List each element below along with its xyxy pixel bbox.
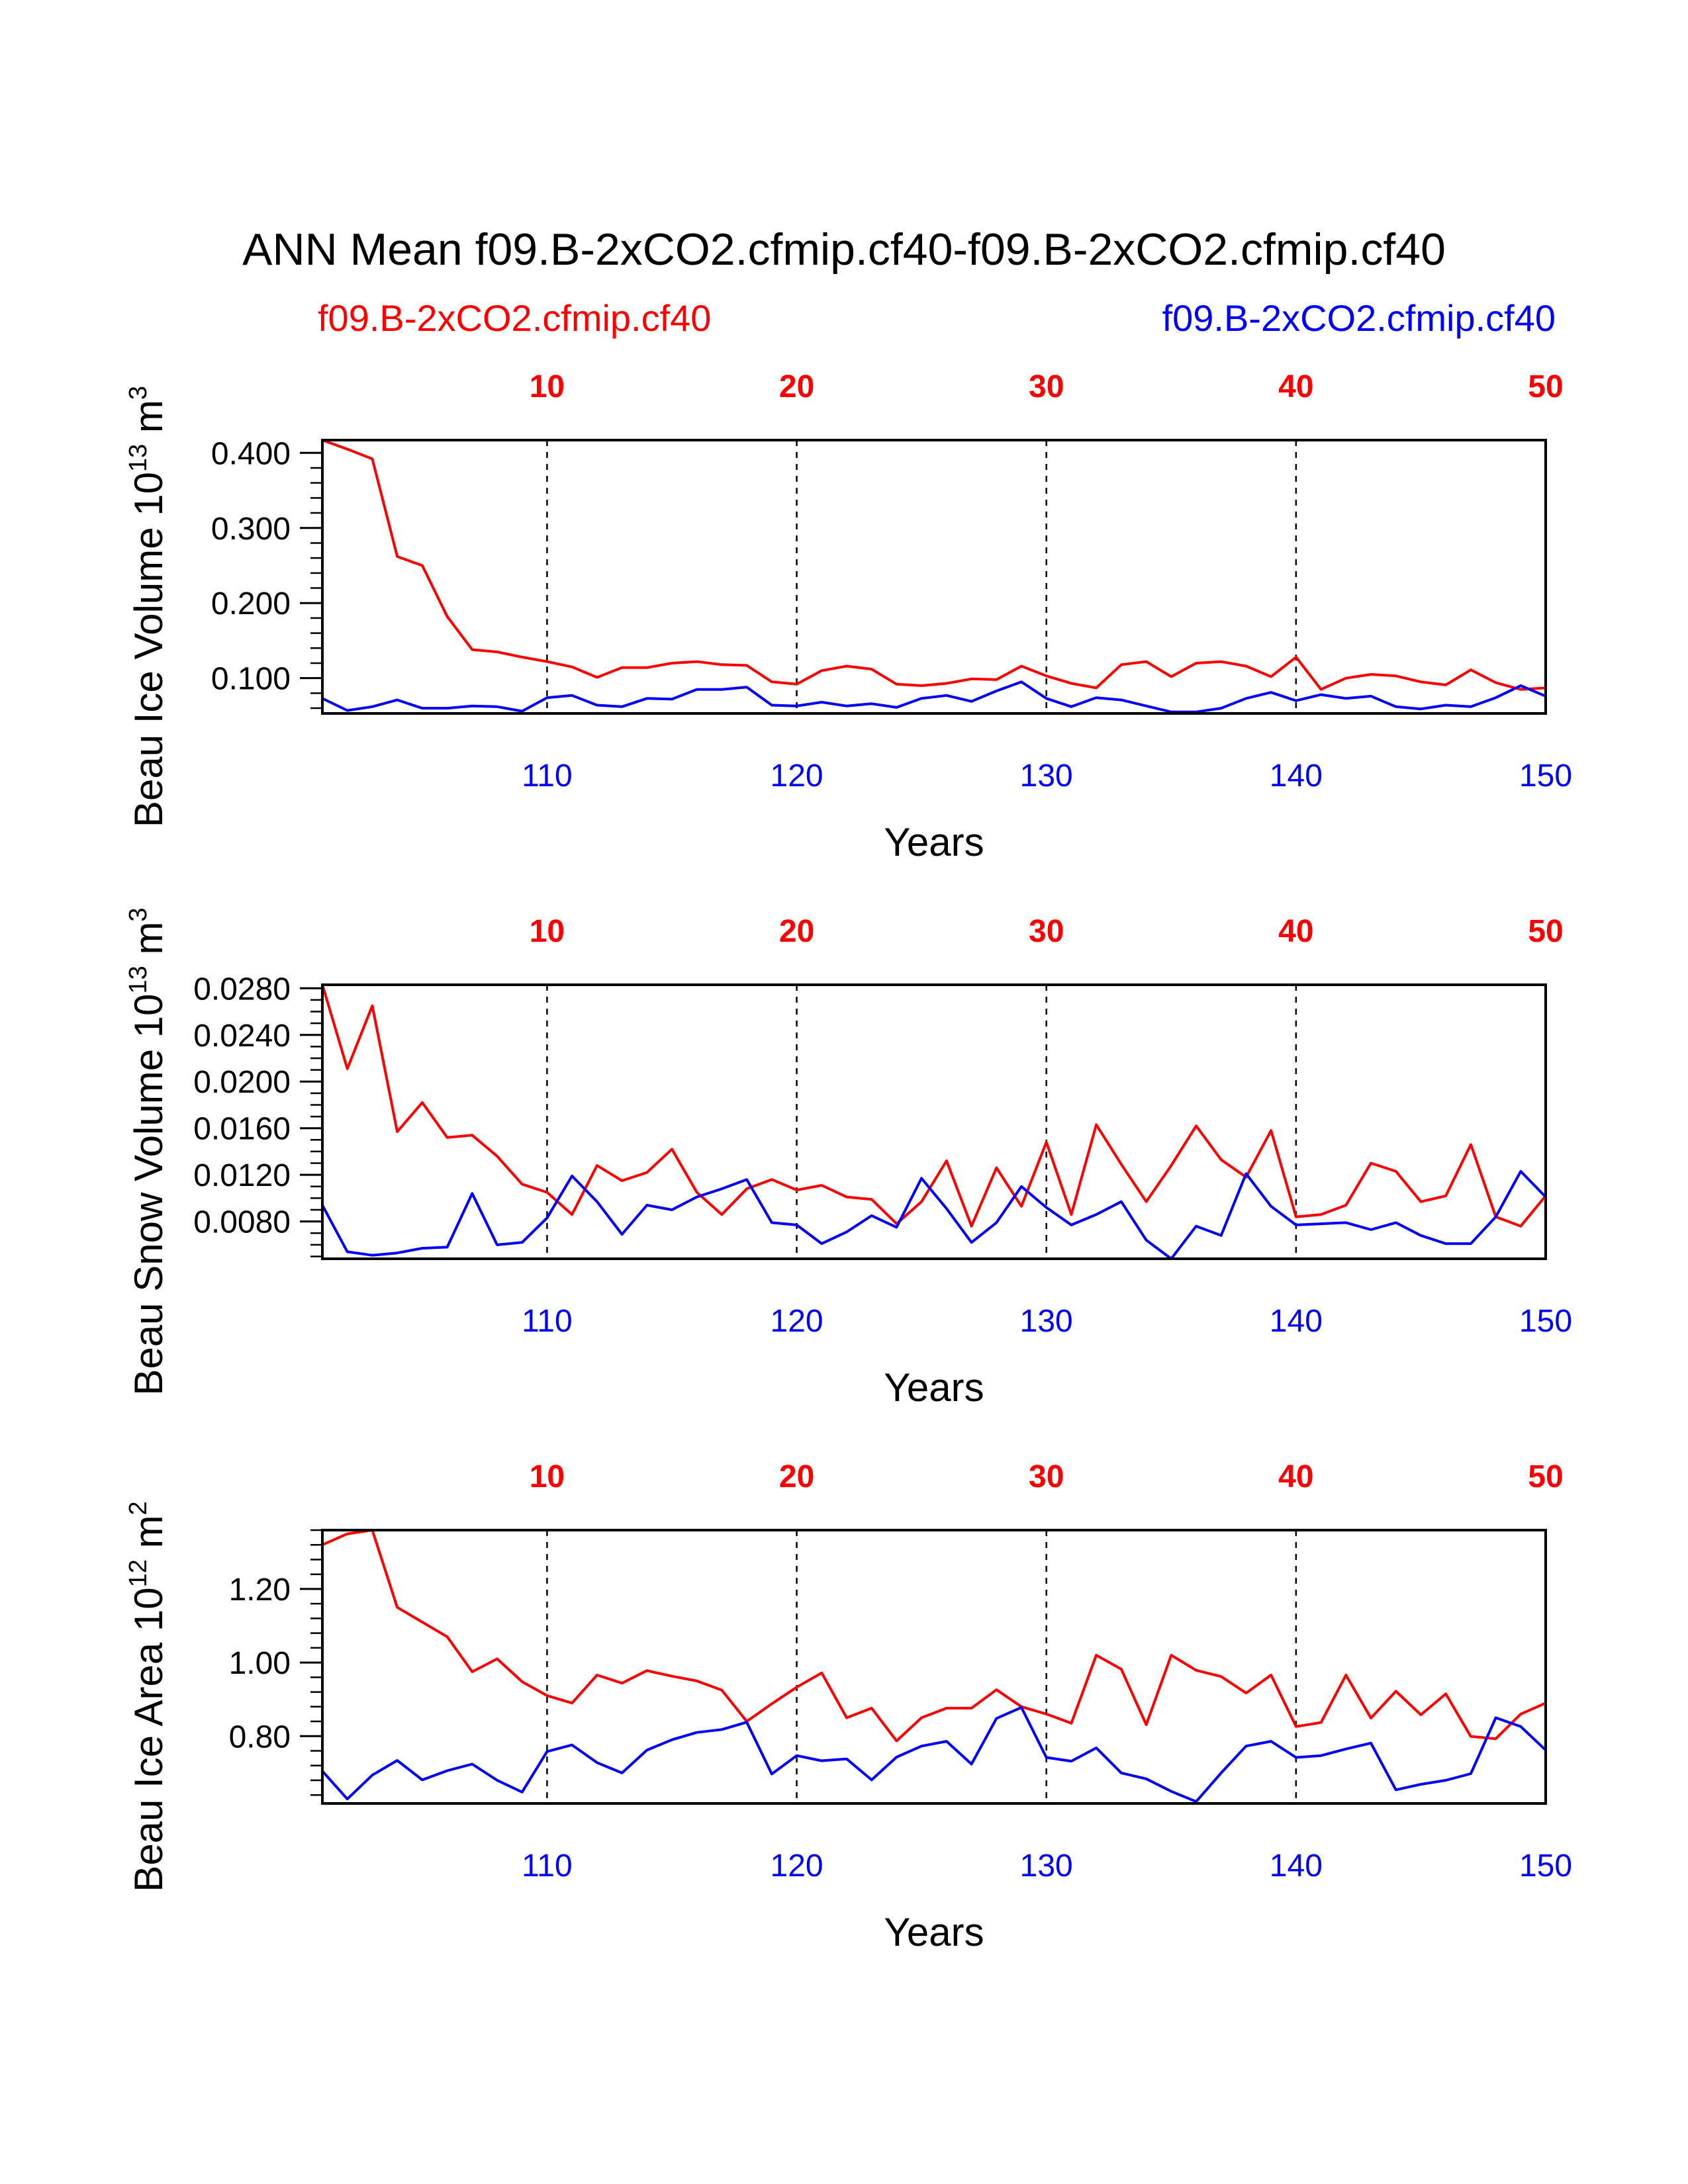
y-tick-label: 0.300 <box>211 512 291 547</box>
x-bottom-tick-label: 120 <box>771 758 823 794</box>
x-bottom-tick-label: 120 <box>771 1848 823 1884</box>
y-tick-label: 1.20 <box>229 1572 291 1608</box>
y-tick-label: 0.400 <box>211 436 291 471</box>
x-bottom-tick-label: 110 <box>522 758 573 794</box>
x-bottom-tick-label: 130 <box>1020 1848 1073 1884</box>
x-top-tick-label: 40 <box>1278 369 1313 404</box>
y-tick-label: 0.0240 <box>193 1019 291 1054</box>
plot-frame <box>321 983 1547 1260</box>
y-title-unit-exp: 2 <box>124 1501 152 1515</box>
y-title-main: Beau Snow Volume 10 <box>126 993 171 1395</box>
y-title-exp: 12 <box>124 1559 152 1587</box>
x-top-tick-label: 50 <box>1528 369 1563 404</box>
series-line-blue-snow-volume <box>322 1169 1546 1259</box>
x-bottom-tick-label: 150 <box>1519 1848 1572 1884</box>
x-top-tick-label: 30 <box>1029 369 1064 404</box>
x-top-tick-label: 30 <box>1029 914 1064 949</box>
y-tick-label: 0.100 <box>211 662 291 697</box>
x-top-tick-label: 40 <box>1278 914 1313 949</box>
x-axis-title: Years <box>884 1365 984 1410</box>
x-bottom-tick-label: 140 <box>1270 1848 1323 1884</box>
x-bottom-tick-label: 130 <box>1020 1304 1073 1339</box>
y-title-main: Beau Ice Area 10 <box>126 1587 171 1891</box>
x-bottom-tick-label: 140 <box>1270 758 1323 794</box>
y-title-exp: 13 <box>124 966 152 993</box>
x-top-tick-label: 50 <box>1528 914 1563 949</box>
legend-blue: f09.B-2xCO2.cfmip.cf40 <box>1162 297 1556 339</box>
x-bottom-tick-label: 150 <box>1519 1304 1572 1339</box>
panel-ice-volume: 0.100 0.200 0.300 0.400 10 20 30 40 50 110 120 130 1… <box>124 369 1572 864</box>
x-bottom-tick-label: 120 <box>771 1304 823 1339</box>
y-title-exp: 13 <box>124 444 152 472</box>
x-top-tick-label: 40 <box>1278 1459 1313 1494</box>
x-bottom-tick-label: 110 <box>522 1304 573 1339</box>
x-axis-title: Years <box>884 1910 984 1954</box>
series-line-red-snow-volume <box>322 985 1546 1228</box>
y-tick-label: 0.0280 <box>193 972 291 1007</box>
x-top-tick-label: 30 <box>1029 1459 1064 1494</box>
x-top-tick-label: 20 <box>779 1459 814 1494</box>
series-line-blue-ice-volume <box>322 680 1546 713</box>
x-top-tick-label: 20 <box>779 369 814 404</box>
x-top-tick-label: 10 <box>530 914 565 949</box>
y-title-unit: m <box>126 922 171 966</box>
panel-snow-volume: 0.0080 0.0120 0.0160 0.0200 0.0240 0.0280 10 20… <box>124 907 1572 1410</box>
figure-title: ANN Mean f09.B-2xCO2.cfmip.cf40-f09.B-2x… <box>242 224 1446 275</box>
plot-frame <box>321 1529 1547 1805</box>
x-bottom-tick-label: 130 <box>1020 758 1073 794</box>
y-axis-title: Beau Ice Area 1012 m2 <box>124 1501 171 1891</box>
series-line-red-ice-volume <box>322 440 1546 691</box>
y-axis-title: Beau Snow Volume 1013 m3 <box>124 907 171 1395</box>
x-axis-title: Years <box>884 820 984 864</box>
y-tick-label: 0.80 <box>229 1719 291 1754</box>
x-top-tick-label: 10 <box>530 1459 565 1494</box>
x-bottom-tick-label: 140 <box>1270 1304 1323 1339</box>
x-top-tick-label: 20 <box>779 914 814 949</box>
y-title-main: Beau Ice Volume 10 <box>126 472 171 827</box>
x-bottom-tick-label: 110 <box>522 1848 573 1884</box>
y-tick-label: 1.00 <box>229 1646 291 1681</box>
y-tick-label: 0.0160 <box>193 1112 291 1147</box>
plot-frame <box>321 439 1547 715</box>
y-tick-label: 0.0200 <box>193 1065 291 1100</box>
y-axis-title: Beau Ice Volume 1013 m3 <box>124 386 171 827</box>
series-line-red-ice-area <box>322 1530 1546 1743</box>
panel-ice-area: 0.80 1.00 1.20 10 20 30 40 50 110 120 130 140 150 Yea… <box>124 1459 1572 1954</box>
x-top-tick-label: 10 <box>530 369 565 404</box>
y-tick-label: 0.0080 <box>193 1205 291 1240</box>
y-title-unit: m <box>126 400 171 444</box>
y-tick-label: 0.0120 <box>193 1158 291 1193</box>
y-tick-label: 0.200 <box>211 586 291 621</box>
x-top-tick-label: 50 <box>1528 1459 1563 1494</box>
series-line-blue-ice-area <box>322 1706 1546 1803</box>
y-title-unit: m <box>126 1515 171 1559</box>
y-title-unit-exp: 3 <box>124 907 152 921</box>
x-bottom-tick-label: 150 <box>1519 758 1572 794</box>
legend-red: f09.B-2xCO2.cfmip.cf40 <box>318 297 711 339</box>
y-title-unit-exp: 3 <box>124 386 152 400</box>
